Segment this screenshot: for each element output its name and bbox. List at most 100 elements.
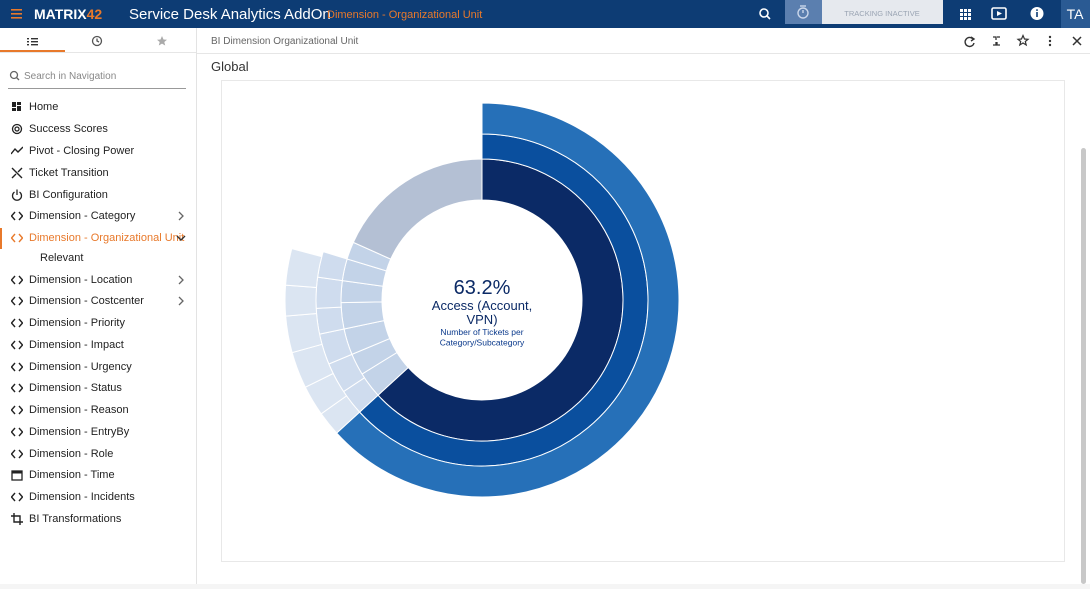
nav-label: Dimension - Category (29, 210, 136, 222)
main-svg: BI Dimension Organizational Unit Global … (197, 33, 1090, 584)
nav-item[interactable]: BI Transformations (0, 509, 196, 530)
logo-number: 42 (87, 6, 103, 22)
search-button[interactable] (759, 8, 771, 20)
nav-icon (11, 340, 23, 350)
nav-item[interactable]: Ticket Transition (0, 163, 196, 184)
top-bar: MATRIX42 Service Desk Analytics AddOn Di… (0, 0, 1090, 28)
nav-icon (11, 362, 23, 372)
nav-chevron (178, 211, 184, 221)
nav-item[interactable]: Dimension - Priority (0, 313, 196, 334)
center-caption: Category/Subcategory (440, 338, 525, 348)
nav-item[interactable]: Dimension - EntryBy (0, 422, 196, 443)
nav-item[interactable]: Relevant (0, 248, 196, 269)
sidebar-top: Search in Navigation (0, 35, 196, 89)
context-title: Dimension - Organizational Unit (327, 9, 482, 21)
nav-icon (11, 318, 23, 328)
fullscreen-button[interactable] (993, 36, 1000, 46)
search-placeholder[interactable]: Search in Navigation (24, 71, 116, 82)
nav-label: Dimension - Incidents (29, 491, 135, 503)
nav-chevron (178, 275, 184, 285)
nav-label: Dimension - Impact (29, 339, 124, 351)
close-button[interactable] (1072, 36, 1082, 46)
video-button[interactable] (991, 7, 1007, 20)
menu-button[interactable] (11, 9, 22, 19)
nav-label: Home (29, 101, 59, 113)
app-title: Service Desk Analytics AddOn (129, 6, 331, 23)
apps-button[interactable] (960, 9, 971, 20)
sunburst-segment[interactable] (284, 284, 318, 317)
nav-label: Dimension - Organizational Unit (29, 232, 185, 244)
tab-favorites[interactable] (157, 36, 167, 46)
nav-icon (11, 513, 23, 525)
nav-label: BI Configuration (29, 189, 108, 201)
timer-icon (797, 5, 809, 19)
nav-chevron (176, 235, 186, 241)
nav-icon (11, 405, 23, 415)
nav-icon (11, 146, 23, 155)
info-button[interactable] (1030, 7, 1044, 20)
nav-icon (11, 123, 23, 135)
nav-icon (11, 427, 23, 437)
nav-icon (11, 492, 23, 502)
sunburst-segment[interactable] (315, 276, 343, 309)
user-badge[interactable] (1061, 0, 1090, 28)
nav-icon (11, 383, 23, 393)
nav-item[interactable]: Dimension - Category (0, 206, 196, 227)
scrollbar[interactable] (1081, 148, 1086, 584)
nav-label: Success Scores (29, 123, 108, 135)
nav-item[interactable]: Dimension - Status (0, 378, 196, 399)
top-bar-graphics: MATRIX42 Service Desk Analytics AddOn Di… (11, 0, 1090, 28)
nav-item[interactable]: Dimension - Impact (0, 335, 196, 356)
tracking-status: TRACKING INACTIVE (844, 9, 919, 18)
sunburst-segment[interactable] (285, 248, 323, 289)
nav-icon (11, 233, 23, 243)
nav-label: Dimension - Time (29, 469, 115, 481)
nav-item[interactable]: Dimension - Incidents (0, 487, 196, 508)
nav-icon (11, 167, 23, 179)
center-label: VPN) (466, 312, 497, 327)
nav-item[interactable]: BI Configuration (0, 185, 196, 206)
tracking-box[interactable] (822, 0, 943, 24)
logo: MATRIX42 (34, 6, 102, 22)
main-panel: BI Dimension Organizational Unit Global … (197, 28, 1090, 584)
nav-item[interactable]: Dimension - Costcenter (0, 291, 196, 312)
nav-item[interactable]: Pivot - Closing Power (0, 141, 196, 162)
nav-icon (11, 296, 23, 306)
sunburst-chart: 63.2%Access (Account,VPN)Number of Ticke… (284, 102, 680, 498)
nav-label: Dimension - Role (29, 448, 114, 460)
center-value: 63.2% (454, 277, 511, 299)
nav-label: Relevant (40, 252, 84, 264)
tab-indicator (0, 50, 65, 52)
favorite-button[interactable] (1016, 33, 1030, 47)
nav-item[interactable]: Dimension - Reason (0, 400, 196, 421)
nav-item[interactable]: Home (0, 97, 196, 118)
nav-label: Dimension - EntryBy (29, 426, 130, 438)
sunburst-segment[interactable] (315, 306, 345, 335)
refresh-button[interactable] (964, 36, 976, 48)
nav-item[interactable]: Dimension - Organizational Unit (0, 228, 196, 249)
nav-label: Ticket Transition (29, 167, 109, 179)
nav-icon (11, 470, 23, 481)
nav-item[interactable]: Dimension - Location (0, 270, 196, 291)
nav-label: Dimension - Location (29, 274, 133, 286)
nav-label: Dimension - Priority (29, 317, 125, 329)
nav-icon (11, 275, 23, 285)
nav-label: Dimension - Status (29, 382, 122, 394)
sidebar: Search in Navigation Home Success Scores P… (0, 28, 197, 584)
nav-icon (12, 102, 21, 111)
nav-label: Dimension - Costcenter (29, 295, 144, 307)
tab-list[interactable] (27, 38, 38, 46)
tab-history[interactable] (91, 35, 103, 47)
center-label: Access (Account, (432, 298, 532, 313)
nav-item[interactable]: Dimension - Role (0, 444, 196, 465)
sunburst-segment[interactable] (336, 102, 680, 498)
nav-item[interactable]: Success Scores (0, 119, 196, 140)
more-button[interactable] (1048, 35, 1052, 47)
nav-icon (11, 449, 23, 459)
nav-item[interactable]: Dimension - Time (0, 465, 196, 486)
nav-icon (11, 211, 23, 221)
nav-label: BI Transformations (29, 513, 122, 525)
nav-label: Dimension - Reason (29, 404, 129, 416)
nav-item[interactable]: Dimension - Urgency (0, 357, 196, 378)
